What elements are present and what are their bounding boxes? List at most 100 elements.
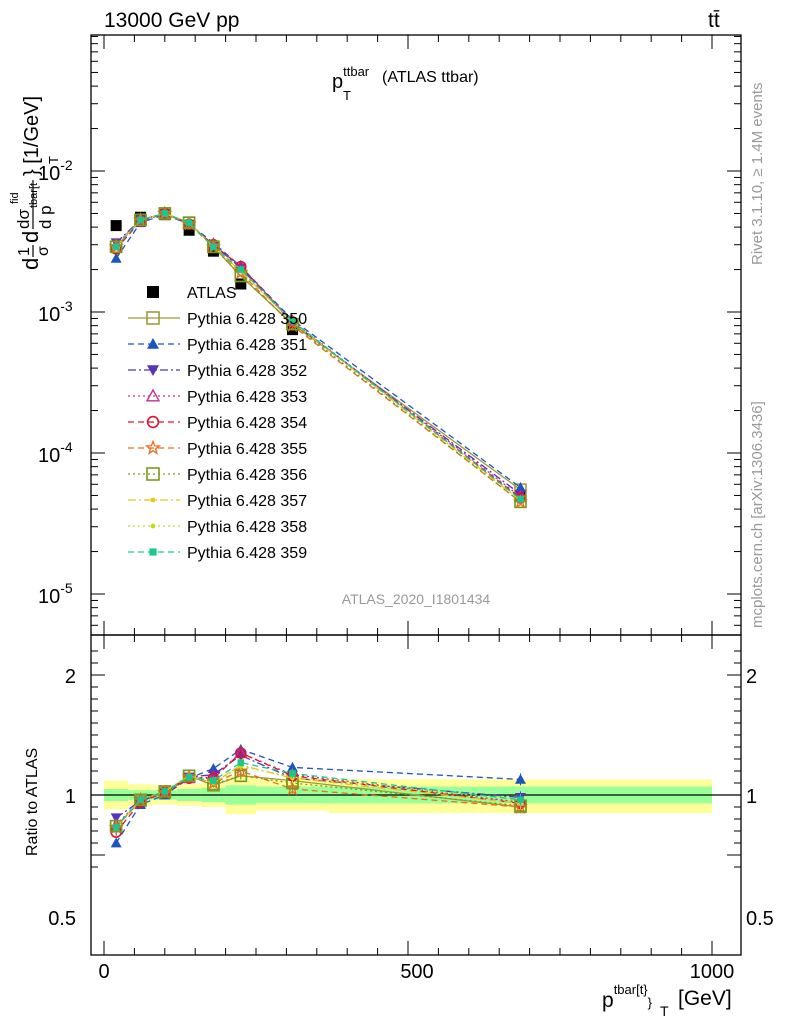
legend-entry-s353: Pythia 6.428 353 xyxy=(128,388,307,406)
ratio-point-s351-7 xyxy=(514,773,526,784)
line-s355 xyxy=(115,212,521,503)
point-s359-3 xyxy=(185,219,193,226)
ratio-point-s351-0 xyxy=(110,837,122,848)
legend-label-s359: Pythia 6.428 359 xyxy=(187,545,307,562)
ratio-point-s359-7 xyxy=(517,796,524,804)
ylabel-sigma: σ xyxy=(35,246,52,256)
legend-marker-s350 xyxy=(146,311,160,325)
point-s359-7 xyxy=(517,495,524,503)
series-s356 xyxy=(109,207,527,509)
line-s353 xyxy=(115,212,521,498)
svg-text:T: T xyxy=(46,156,61,164)
series-s355 xyxy=(108,205,529,509)
legend-marker-s356 xyxy=(146,467,160,481)
series-s350 xyxy=(109,207,527,496)
energy-label: 13000 GeV pp xyxy=(104,9,239,32)
svg-text:dσ: dσ xyxy=(14,209,33,229)
ratio-point-s354-5 xyxy=(235,747,247,759)
mcplots-label: mcplots.cern.ch [arXiv:1306.3436] xyxy=(749,401,766,628)
ytick-1e-5: 10-5 xyxy=(38,580,73,608)
ratio-point-s359-6 xyxy=(289,770,296,777)
svg-text:d p: d p xyxy=(36,205,55,229)
point-s356-1 xyxy=(134,213,147,227)
main-y-tick-labels: 10-5 10-4 10-3 10-2 xyxy=(38,157,73,608)
main-title-sub: T xyxy=(343,88,351,103)
line-s356 xyxy=(115,212,521,503)
x-axis-label-unit: [GeV] xyxy=(678,987,732,1010)
x-axis-label-T: T xyxy=(660,1003,669,1019)
ratio-line-s351 xyxy=(115,748,521,844)
svg-text:d: d xyxy=(18,231,43,243)
legend-label-s350: Pythia 6.428 350 xyxy=(187,311,307,328)
legend-entry-s356: Pythia 6.428 356 xyxy=(128,467,307,484)
main-y-axis-label: d 1 σ d dσ fid d p tbar[t T } [1/GeV] xyxy=(9,96,61,270)
svg-text:tbar[t: tbar[t xyxy=(28,183,40,208)
rtick-2-left: 2 xyxy=(65,666,76,688)
legend-label-s357: Pythia 6.428 357 xyxy=(187,493,307,510)
ratio-line-s359 xyxy=(115,761,521,828)
legend-label-s353: Pythia 6.428 353 xyxy=(187,389,307,406)
legend-entry-s355: Pythia 6.428 355 xyxy=(128,439,307,458)
line-s359 xyxy=(115,212,521,500)
ylabel-d2: d xyxy=(18,231,43,243)
ratio-series-s359 xyxy=(112,759,524,831)
point-s359-5 xyxy=(237,266,245,273)
legend-label-s351: Pythia 6.428 351 xyxy=(187,337,307,354)
ratio-point-s351-6 xyxy=(286,761,298,772)
point-s359-4 xyxy=(210,243,217,251)
ytick-1e-3: 10-3 xyxy=(38,298,73,326)
analysis-tag: ATLAS_2020_I1801434 xyxy=(342,591,491,607)
point-data-0 xyxy=(110,220,122,232)
point-data-3 xyxy=(183,224,195,236)
legend-entry-s358: Pythia 6.428 358 xyxy=(128,519,307,536)
ratio-point-s355-6 xyxy=(284,781,301,796)
ratio-point-s356-3 xyxy=(182,769,196,783)
point-s356-2 xyxy=(158,207,172,220)
point-s356-4 xyxy=(207,240,220,254)
xtick-0: 0 xyxy=(98,961,109,983)
legend-label-s358: Pythia 6.428 358 xyxy=(187,519,307,536)
ratio-point-s359-0 xyxy=(112,824,120,831)
legend-marker-s354 xyxy=(146,415,160,429)
svg-text:fid: fid xyxy=(9,192,21,204)
series-s358 xyxy=(113,211,523,502)
ylabel-dp: d p xyxy=(36,205,55,229)
series-s359 xyxy=(112,210,524,503)
point-data-4 xyxy=(207,245,219,257)
line-s351 xyxy=(115,213,521,488)
rtick-05-right: 0.5 xyxy=(746,908,774,930)
main-title: pttbar xyxy=(332,64,370,93)
point-s359-6 xyxy=(289,317,296,325)
ratio-point-s359-2 xyxy=(161,788,169,795)
ylabel-tbar: tbar[t xyxy=(28,183,40,208)
point-s359-1 xyxy=(137,216,144,224)
ratio-panel xyxy=(90,634,742,956)
ylabel-T: T xyxy=(46,156,61,164)
rtick-1-left: 1 xyxy=(65,786,76,808)
xtick-500: 500 xyxy=(400,961,433,983)
line-s358 xyxy=(115,212,521,500)
line-s357 xyxy=(115,212,521,502)
main-y-ticks xyxy=(91,35,741,626)
ytick-1e-2: 10-2 xyxy=(38,157,73,185)
legend-label-s354: Pythia 6.428 354 xyxy=(187,415,307,432)
legend-marker-s357 xyxy=(150,497,156,503)
legend-entry-s350: Pythia 6.428 350 xyxy=(128,311,307,328)
point-s351-0 xyxy=(110,252,122,263)
legend-entry-s354: Pythia 6.428 354 xyxy=(128,415,307,432)
point-s356-0 xyxy=(109,240,123,254)
svg-text:1: 1 xyxy=(16,247,33,256)
main-title-tail: (ATLAS ttbar) xyxy=(382,69,479,86)
legend: ATLAS Pythia 6.428 350 Pythia 6.428 351 Pyt… xyxy=(128,285,307,562)
svg-text:σ: σ xyxy=(35,246,52,256)
series-s351 xyxy=(110,209,526,492)
point-s359-0 xyxy=(112,243,120,251)
x-axis-label: ptbar[t}} xyxy=(602,982,653,1012)
legend-label-s355: Pythia 6.428 355 xyxy=(187,441,307,458)
ratio-point-s356-0 xyxy=(109,819,123,833)
ratio-point-s359-1 xyxy=(137,796,144,804)
ratio-point-s356-2 xyxy=(158,785,172,798)
ratio-y-ticks xyxy=(91,650,741,868)
ratio-point-s359-3 xyxy=(185,773,193,781)
